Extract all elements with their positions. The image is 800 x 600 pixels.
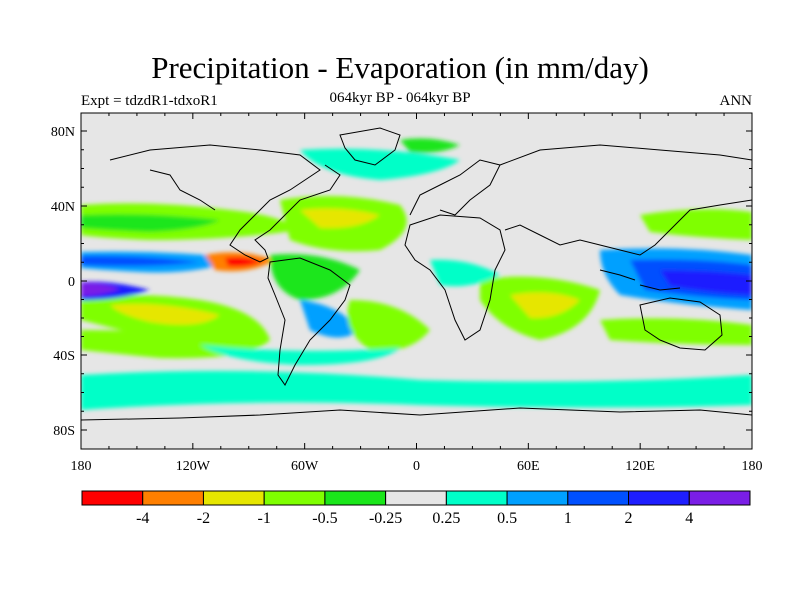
- colorbar-label: -0.25: [369, 510, 402, 527]
- coastline-australia: [639, 297, 723, 351]
- colorbar-swatch: [81, 490, 144, 506]
- colorbar-label: -4: [136, 510, 149, 527]
- coastline-north-america: [109, 144, 341, 263]
- field-natlantic-cyan: [300, 148, 460, 180]
- x-tick-label: 0: [413, 459, 420, 474]
- colorbar-label: -0.5: [312, 510, 337, 527]
- map-subtitle: 064kyr BP - 064kyr BP: [329, 90, 471, 106]
- coastline-indonesia: [599, 269, 681, 291]
- colorbar-label: 0.5: [497, 510, 517, 527]
- y-tick-label: 80N: [51, 125, 75, 140]
- colorbar-swatch: [506, 490, 569, 506]
- x-tick-label: 60W: [291, 459, 319, 474]
- coastline-antarctica: [81, 407, 752, 421]
- field-southern-cyan: [81, 371, 752, 410]
- map-title: Precipitation - Evaporation (in mm/day): [151, 50, 649, 85]
- x-tick-label: 180: [71, 459, 92, 474]
- x-tick-label: 120E: [625, 459, 655, 474]
- y-tick-label: 0: [68, 275, 75, 290]
- colorbar-label: 2: [625, 510, 633, 527]
- coastline-south-america: [267, 257, 351, 386]
- colorbar-swatch: [324, 490, 387, 506]
- colorbar-swatch: [385, 490, 447, 506]
- x-tick-label: 120W: [176, 459, 211, 474]
- x-axis-ticks: [80, 113, 753, 449]
- colorbar-swatch: [202, 490, 265, 506]
- colorbar-swatch: [263, 490, 326, 506]
- colorbar-swatch: [628, 490, 690, 506]
- colorbar-label: 1: [564, 510, 572, 527]
- y-axis-ticks: [81, 130, 752, 431]
- precip-evap-field: [81, 138, 752, 410]
- coastlines: [81, 127, 752, 421]
- x-tick-label: 60E: [517, 459, 540, 474]
- y-tick-label: 40S: [53, 349, 75, 364]
- colorbar-label: -2: [197, 510, 210, 527]
- field-satlantic-cyan: [300, 300, 360, 338]
- colorbar: [81, 490, 751, 506]
- colorbar-swatch: [688, 490, 751, 506]
- experiment-label: Expt = tdzdR1-tdxoR1: [81, 93, 218, 109]
- coastline-europe: [409, 159, 501, 216]
- y-axis-labels: 80N 40N 0 40S 80S: [51, 125, 75, 439]
- colorbar-label: 0.25: [432, 510, 460, 527]
- colorbar-labels: -4 -2 -1 -0.5 -0.25 0.25 0.5 1 2 4: [136, 510, 693, 527]
- y-tick-label: 80S: [53, 424, 75, 439]
- colorbar-label: 4: [685, 510, 693, 527]
- x-tick-label: 180: [742, 459, 763, 474]
- colorbar-label: -1: [258, 510, 271, 527]
- coastline-greenland: [339, 127, 401, 166]
- colorbar-swatch: [445, 490, 508, 506]
- y-tick-label: 40N: [51, 200, 75, 215]
- coastline-africa: [404, 214, 506, 341]
- colorbar-swatch: [567, 490, 630, 506]
- season-label: ANN: [719, 93, 753, 109]
- x-axis-labels: 180 120W 60W 0 60E 120E 180: [71, 459, 763, 474]
- coastline-asia: [499, 144, 752, 256]
- colorbar-swatch: [142, 490, 204, 506]
